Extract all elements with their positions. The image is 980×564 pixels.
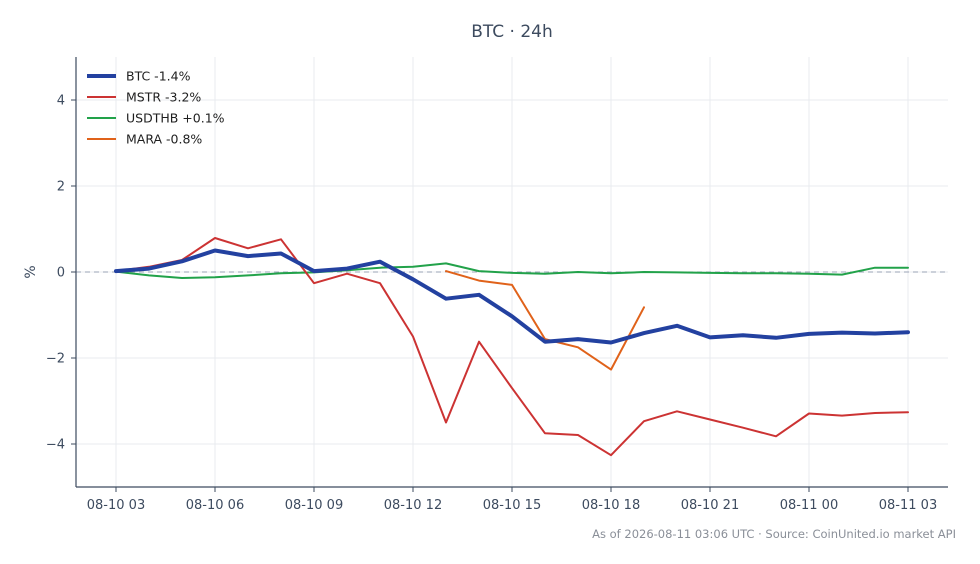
legend: BTC -1.4% MSTR -3.2% USDTHB +0.1% MARA -0.8…: [87, 69, 225, 147]
footer-source: As of 2026-08-11 03:06 UTC · Source: Coi…: [592, 527, 956, 541]
y-tick-label: −2: [46, 352, 65, 367]
ticks: 08-10 03 08-10 06 08-10 09 08-10 12 08-10 15…: [46, 94, 937, 514]
y-tick-label: 2: [57, 180, 65, 195]
x-tick-label: 08-10 06: [186, 498, 244, 513]
x-tick-label: 08-11 00: [780, 498, 838, 513]
x-tick-label: 08-10 21: [681, 498, 739, 513]
series-line-2: [115, 262, 909, 279]
legend-label: USDTHB +0.1%: [126, 111, 225, 126]
y-tick-label: −4: [46, 438, 65, 453]
series-line-3: [445, 270, 645, 371]
x-tick-label: 08-11 03: [879, 498, 937, 513]
x-tick-label: 08-10 12: [384, 498, 442, 513]
y-tick-label: 4: [57, 94, 65, 109]
x-tick-label: 08-10 03: [87, 498, 145, 513]
y-axis-label: %: [23, 265, 39, 278]
legend-label: BTC -1.4%: [126, 69, 191, 84]
legend-label: MARA -0.8%: [126, 132, 202, 147]
y-tick-label: 0: [57, 266, 65, 281]
series-line-1: [115, 237, 909, 457]
chart-title: BTC · 24h: [471, 22, 553, 42]
x-tick-label: 08-10 09: [285, 498, 343, 513]
series-line-0: [114, 248, 910, 345]
series-layer: [114, 237, 910, 457]
x-tick-label: 08-10 18: [582, 498, 640, 513]
x-tick-label: 08-10 15: [483, 498, 541, 513]
legend-label: MSTR -3.2%: [126, 90, 201, 105]
